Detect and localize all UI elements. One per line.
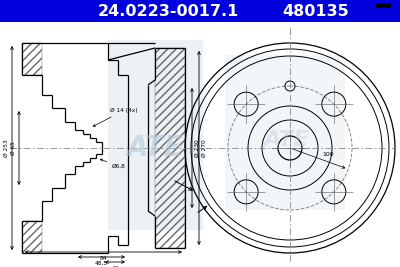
Text: 24.0223-0017.1: 24.0223-0017.1	[97, 3, 239, 18]
Bar	[22, 43, 42, 75]
Text: Ø 253: Ø 253	[4, 139, 9, 157]
Bar	[108, 40, 203, 230]
Text: 100: 100	[322, 152, 334, 157]
Text: Ø6,8: Ø6,8	[100, 159, 126, 169]
Bar	[0, 0, 400, 22]
Text: 84: 84	[100, 256, 107, 261]
Text: ATE: ATE	[127, 134, 183, 162]
Text: Ø 270: Ø 270	[202, 139, 207, 157]
Bar	[225, 55, 345, 210]
Text: Ø 65: Ø 65	[11, 141, 16, 155]
Text: 48,5: 48,5	[95, 261, 108, 266]
Bar	[22, 221, 42, 253]
Text: Ø 14 (4x): Ø 14 (4x)	[93, 108, 138, 126]
Text: 480135: 480135	[283, 3, 349, 18]
Bar	[376, 3, 391, 8]
Text: Ø 230: Ø 230	[195, 139, 200, 157]
Text: 43: 43	[111, 266, 119, 267]
Text: ATE: ATE	[263, 130, 309, 150]
Bar	[155, 48, 185, 248]
